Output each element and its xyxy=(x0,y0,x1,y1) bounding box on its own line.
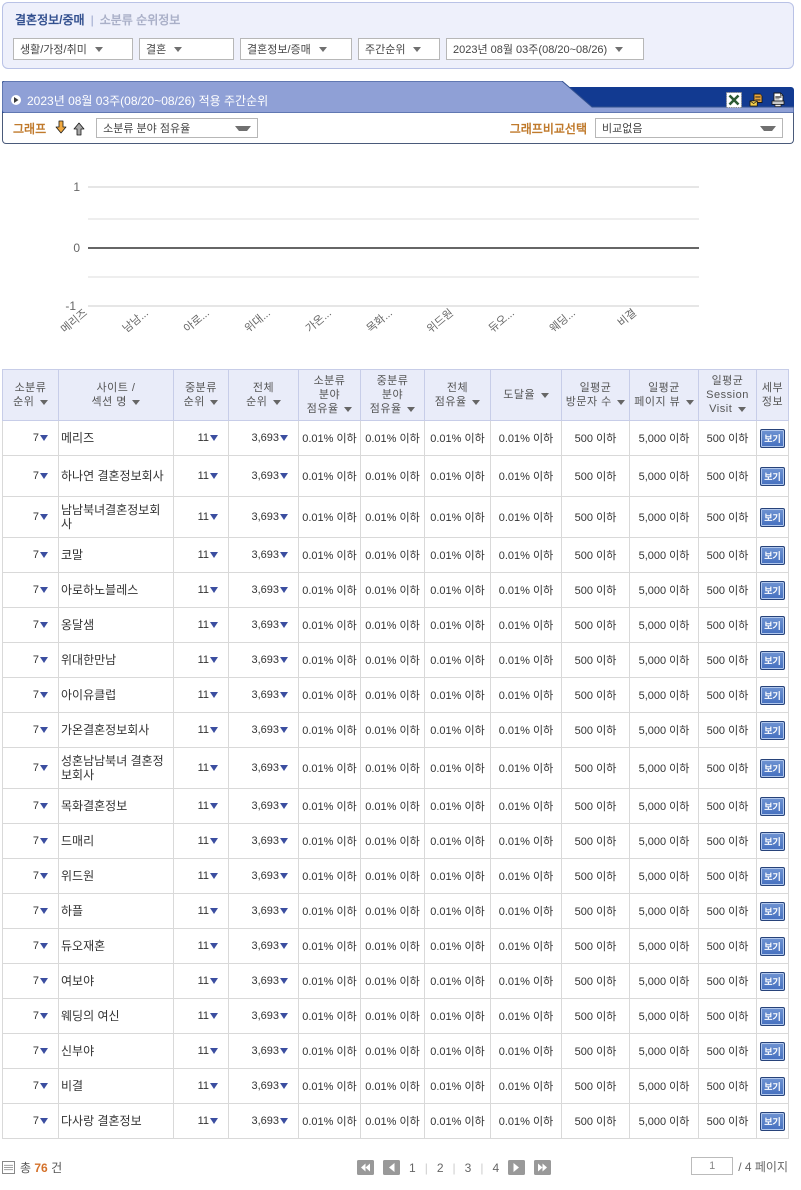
svg-text:0: 0 xyxy=(73,241,80,255)
svg-text:듀오...: 듀오... xyxy=(487,307,517,334)
svg-text:웨딩...: 웨딩... xyxy=(547,306,578,334)
svg-text:아로...: 아로... xyxy=(181,306,212,334)
svg-text:비결: 비결 xyxy=(615,306,639,329)
svg-text:위대...: 위대... xyxy=(242,306,273,334)
svg-text:남남...: 남남... xyxy=(120,306,151,334)
svg-text:가온...: 가온... xyxy=(303,306,334,334)
svg-text:-1: -1 xyxy=(65,299,76,313)
svg-text:1: 1 xyxy=(73,180,80,194)
svg-text:목화...: 목화... xyxy=(364,306,395,334)
svg-text:위드원: 위드원 xyxy=(424,306,456,334)
